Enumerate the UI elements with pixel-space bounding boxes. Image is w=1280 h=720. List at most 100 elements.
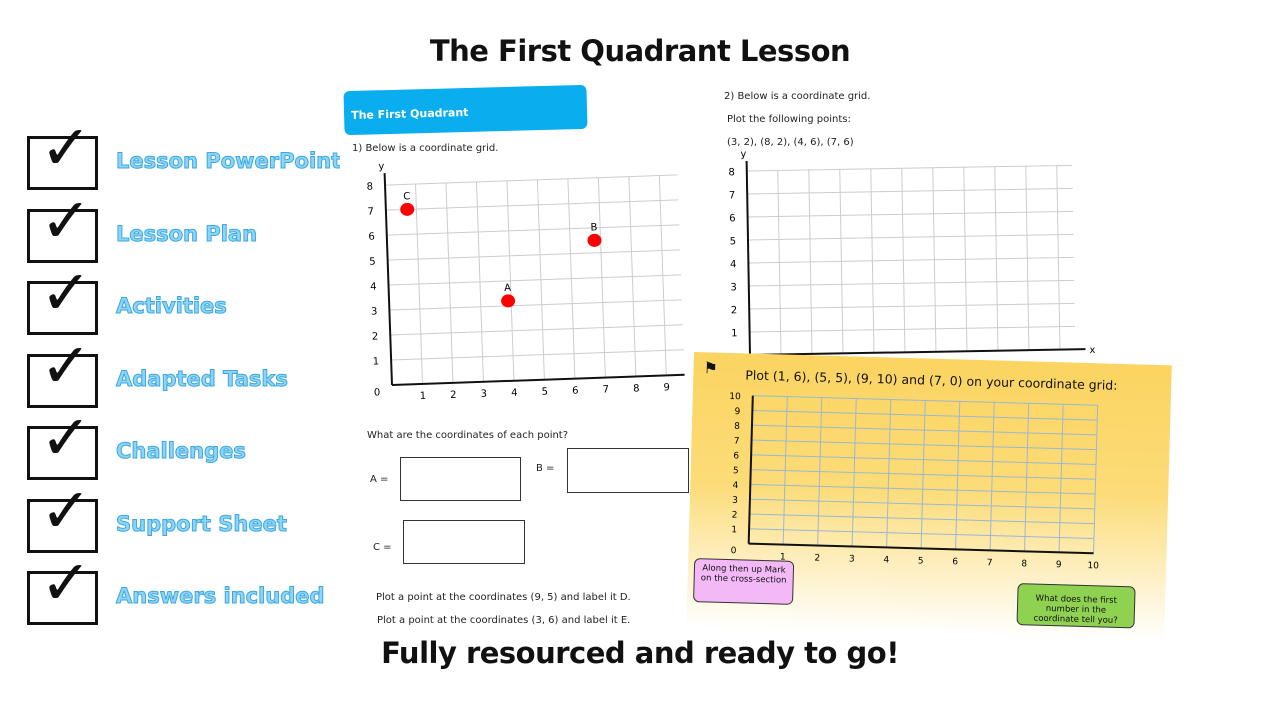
x-tick-label: 4 xyxy=(883,555,889,565)
y-tick-label: 3 xyxy=(730,282,737,293)
x-tick-label: 2 xyxy=(814,553,820,563)
x-tick-label: 9 xyxy=(1056,560,1062,570)
y-tick-label: 8 xyxy=(734,422,740,432)
grid-line xyxy=(750,469,1096,480)
y-tick-label: 2 xyxy=(372,331,379,342)
b-label: B = xyxy=(536,463,555,474)
footer-tagline: Fully resourced and ready to go! xyxy=(381,636,899,670)
point-label: C xyxy=(403,191,410,202)
grid-line xyxy=(747,187,1073,195)
checkbox: ✓ xyxy=(27,117,98,190)
y-axis-label: y xyxy=(740,149,746,160)
y-tick-label: 7 xyxy=(367,207,374,218)
x-tick-label: 5 xyxy=(541,387,548,398)
plot-point xyxy=(501,294,516,308)
grid-line xyxy=(749,302,1075,310)
hint-bubble-pink: Along then up Mark on the cross-section xyxy=(693,558,795,605)
grid-line xyxy=(385,199,679,211)
x-axis xyxy=(391,373,685,386)
y-tick-label: 3 xyxy=(371,306,378,317)
y-tick-label: 7 xyxy=(734,437,740,447)
grid-line xyxy=(749,498,1095,510)
checkbox: ✓ xyxy=(27,262,98,335)
y-axis-label: y xyxy=(378,161,384,172)
checklist-item: Answers included xyxy=(116,584,326,609)
checkmark-icon: ✓ xyxy=(40,183,92,257)
y-tick-label: 1 xyxy=(731,525,737,535)
checkbox: ✓ xyxy=(27,334,98,408)
checkbox: ✓ xyxy=(27,479,98,553)
grid-line xyxy=(749,325,1076,333)
y-tick-label: 4 xyxy=(730,259,737,270)
y-tick-label: 2 xyxy=(732,511,738,521)
x-tick-label: 3 xyxy=(849,554,855,564)
answer-b-input[interactable] xyxy=(567,448,689,493)
grid-line xyxy=(750,483,1096,495)
grid-line xyxy=(389,299,683,311)
x-tick-label: 6 xyxy=(952,557,958,567)
grid-group: 1 2 3 4 5 6 7 8 9 1 2 3 4 5 6 7 8 0 y C B A xyxy=(367,161,685,402)
x-axis xyxy=(749,348,1086,356)
answer-c-input[interactable] xyxy=(403,520,525,564)
origin-label: 0 xyxy=(374,387,381,398)
x-axis-label: x xyxy=(1089,345,1095,356)
origin-label: 0 xyxy=(731,546,737,556)
plot-point xyxy=(587,233,602,247)
x-tick-label: 1 xyxy=(420,391,427,402)
task-e: Plot a point at the coordinates (3, 6) a… xyxy=(377,615,631,626)
task-d: Plot a point at the coordinates (9, 5) a… xyxy=(376,592,631,603)
grid-line xyxy=(385,174,678,186)
grid-line xyxy=(748,279,1075,287)
x-tick-label: 4 xyxy=(511,388,518,399)
coordinate-grid-3: 1 2 3 4 5 6 7 8 9 10 1 2 3 4 5 6 7 8 9 10 0 xyxy=(729,392,1099,571)
x-tick-label: 7 xyxy=(602,384,609,395)
checkmark-icon: ✓ xyxy=(40,111,92,184)
question-1: 1) Below is a coordinate grid. xyxy=(352,143,499,154)
a-label: A = xyxy=(370,474,389,485)
page-title: The First Quadrant Lesson xyxy=(429,34,851,68)
point-label: A xyxy=(504,283,511,294)
point-label: B xyxy=(590,222,597,233)
plot-point xyxy=(400,202,415,216)
grid-line xyxy=(747,210,1074,218)
x-tick-label: 7 xyxy=(987,558,993,568)
grid-line xyxy=(747,233,1074,241)
y-tick-label: 6 xyxy=(733,451,739,461)
grid-line xyxy=(752,395,1098,406)
x-tick-label: 2 xyxy=(450,390,457,401)
y-tick-label: 6 xyxy=(368,232,375,243)
answer-a-input[interactable] xyxy=(400,457,521,501)
checklist-item: Challenges xyxy=(116,439,247,464)
checkmark-icon: ✓ xyxy=(40,401,92,474)
y-axis xyxy=(747,395,754,544)
y-tick-label: 8 xyxy=(728,167,735,178)
x-tick-label: 10 xyxy=(1087,561,1099,571)
x-tick-label: 8 xyxy=(1021,559,1027,569)
y-tick-label: 2 xyxy=(731,305,738,316)
y-tick-label: 1 xyxy=(731,328,738,339)
checkmark-icon: ✓ xyxy=(40,256,92,329)
y-tick-label: 4 xyxy=(370,281,377,292)
x-axis xyxy=(748,542,1094,555)
y-tick-label: 5 xyxy=(369,256,376,267)
question-2: 2) Below is a coordinate grid. xyxy=(724,91,871,102)
activity-card: ⚑ Plot (1, 6), (5, 5), (9, 10) and (7, 0… xyxy=(685,352,1172,656)
checklist-item: Adapted Tasks xyxy=(116,366,289,391)
grid-line xyxy=(749,528,1094,539)
checkbox: ✓ xyxy=(27,552,98,625)
y-tick-label: 3 xyxy=(732,496,738,506)
y-tick-label: 1 xyxy=(373,356,380,367)
grid-line xyxy=(388,274,682,286)
y-tick-label: 10 xyxy=(729,392,741,402)
checklist-item: Lesson PowerPoint xyxy=(115,149,342,174)
y-tick-label: 4 xyxy=(732,481,738,491)
grid-line xyxy=(751,454,1097,465)
grid-line xyxy=(746,164,1073,172)
grid-line xyxy=(386,224,680,236)
grid-group: 1 2 3 4 5 6 7 8y x xyxy=(728,149,1095,356)
checklist-item: Activities xyxy=(116,294,228,319)
y-tick-label: 7 xyxy=(729,190,736,201)
x-tick-label: 9 xyxy=(663,382,670,393)
